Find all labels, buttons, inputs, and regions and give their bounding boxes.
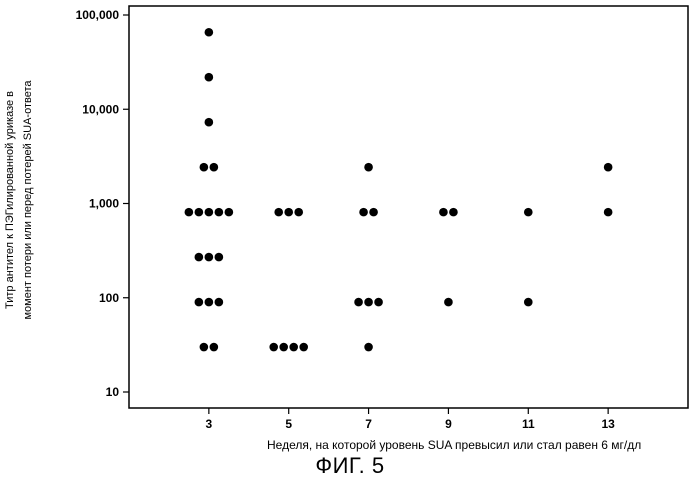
data-point [364, 343, 373, 352]
data-point [449, 208, 458, 217]
data-point [205, 73, 214, 82]
data-point [269, 343, 278, 352]
data-point [289, 343, 298, 352]
data-point [439, 208, 448, 217]
data-point [524, 208, 533, 217]
x-ticks: 3 5 7 9 11 13 [206, 408, 616, 431]
data-point [185, 208, 194, 217]
data-point [205, 118, 214, 127]
data-point [604, 208, 613, 217]
data-point [205, 208, 214, 217]
x-tick-label: 5 [285, 417, 292, 431]
data-point [215, 253, 224, 262]
data-point [210, 163, 219, 172]
data-point [274, 208, 283, 217]
data-point [284, 208, 293, 217]
x-axis-label: Неделя, на которой уровень SUA превысил … [267, 438, 641, 452]
data-point [364, 163, 373, 172]
y-axis-label-line-1: Титр антител к ПЭГилированной уриказе в [4, 91, 16, 309]
data-point [299, 343, 308, 352]
data-point [359, 208, 368, 217]
data-point [369, 208, 378, 217]
x-tick-label: 13 [601, 417, 615, 431]
y-ticks: 10 100 1,000 10,000 100,000 [76, 8, 129, 399]
y-tick-label: 100,000 [76, 8, 120, 22]
data-point [205, 253, 214, 262]
y-tick-label: 1,000 [89, 197, 119, 211]
data-point [444, 298, 453, 307]
y-axis-label: Титр антител к ПЭГилированной уриказе в … [4, 80, 34, 320]
data-point [210, 343, 219, 352]
data-point [294, 208, 303, 217]
y-axis-label-line-2: момент потери или перед потерей SUA-отве… [22, 80, 34, 320]
x-tick-label: 9 [445, 417, 452, 431]
data-point [354, 298, 363, 307]
x-tick-label: 7 [365, 417, 372, 431]
data-point [215, 298, 224, 307]
data-point [215, 208, 224, 217]
y-tick-label: 10 [106, 385, 120, 399]
data-point [374, 298, 383, 307]
data-point [200, 163, 209, 172]
data-point [205, 298, 214, 307]
x-tick-label: 11 [522, 417, 535, 431]
data-point [205, 28, 214, 37]
data-point [364, 298, 373, 307]
data-point [604, 163, 613, 172]
data-point [195, 253, 204, 262]
data-point [195, 298, 204, 307]
data-point [225, 208, 234, 217]
y-tick-label: 10,000 [82, 102, 119, 116]
figure-caption: ФИГ. 5 [0, 453, 700, 479]
data-point [279, 343, 288, 352]
data-points [185, 28, 613, 351]
data-point [195, 208, 204, 217]
x-tick-label: 3 [206, 417, 213, 431]
data-point [524, 298, 533, 307]
data-point [200, 343, 209, 352]
y-tick-label: 100 [99, 291, 119, 305]
